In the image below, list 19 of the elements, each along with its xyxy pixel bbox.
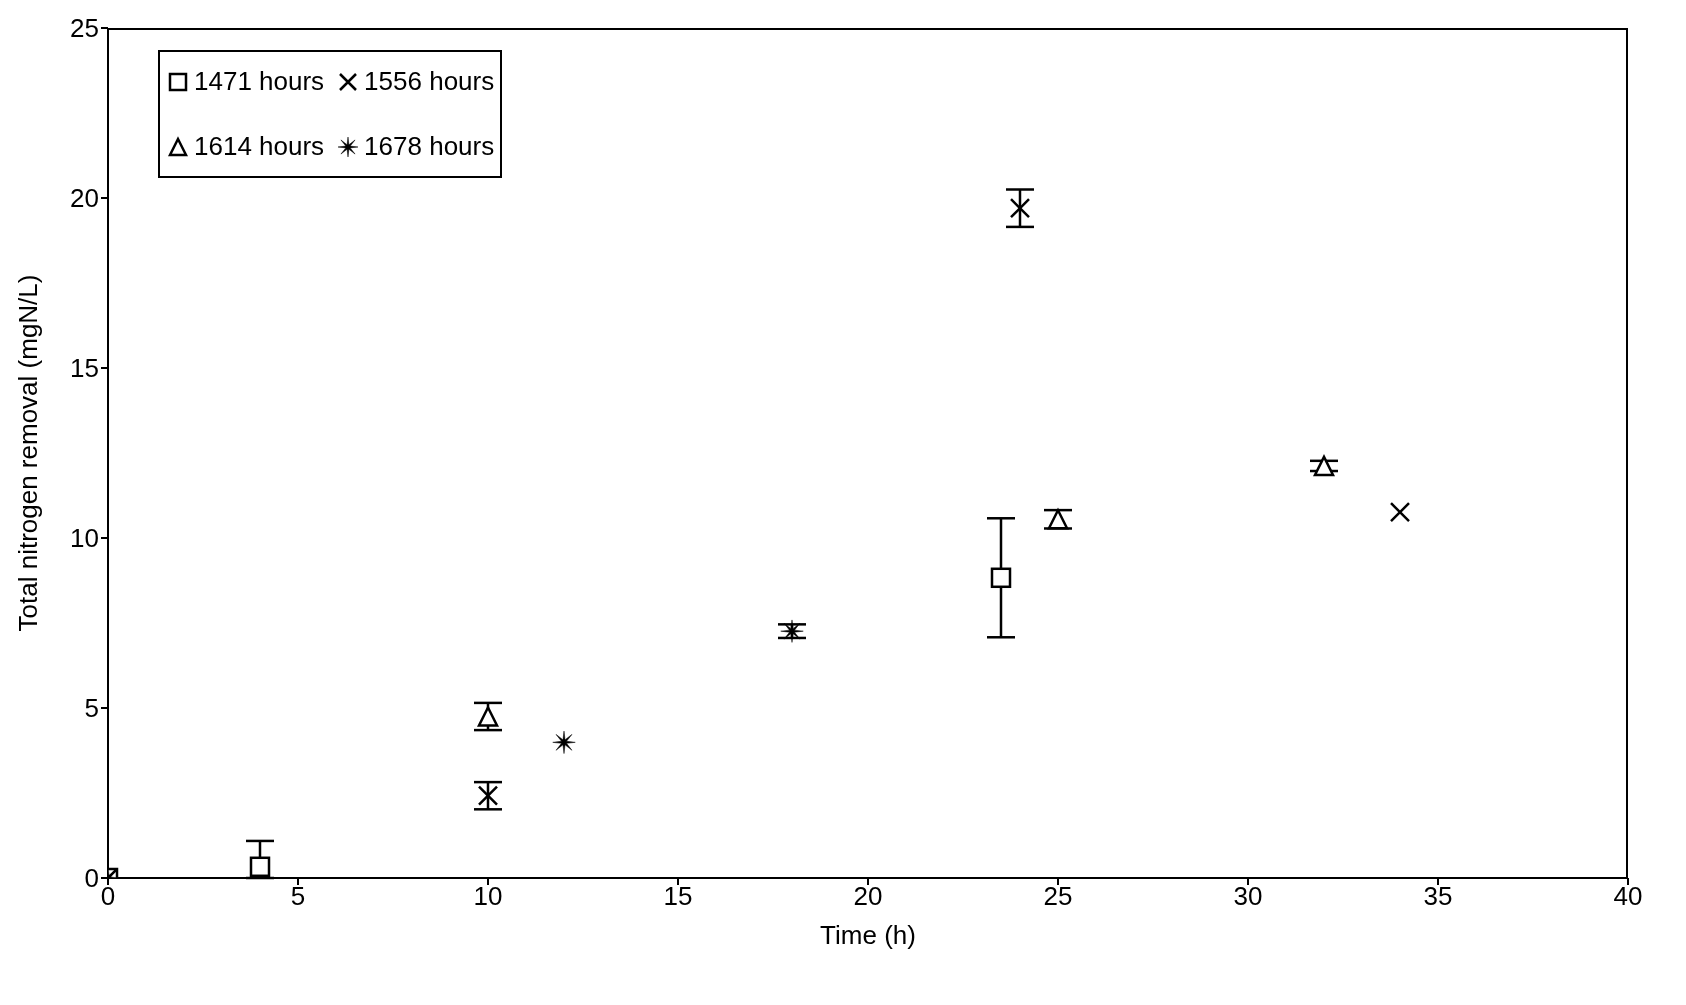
- y-tick-label: 20: [70, 183, 99, 214]
- legend-label: 1471 hours: [194, 66, 325, 97]
- y-tick-label: 15: [70, 353, 99, 384]
- x-tick-label: 25: [1043, 881, 1073, 912]
- x-tick-label: 15: [663, 881, 693, 912]
- x-tick-label: 35: [1423, 881, 1453, 912]
- x-tick-label: 30: [1233, 881, 1263, 912]
- y-tick-label: 5: [84, 693, 99, 724]
- legend-label: 1556 hours: [364, 66, 495, 97]
- legend-label: 1614 hours: [194, 131, 325, 162]
- x-tick-label: 40: [1613, 881, 1643, 912]
- y-tick-label: 10: [70, 523, 99, 554]
- x-axis-title: Time (h): [820, 920, 916, 950]
- legend-label: 1678 hours: [364, 131, 495, 162]
- y-tick-label: 25: [70, 13, 99, 44]
- x-tick-label: 10: [473, 881, 503, 912]
- y-axis-title: Total nitrogen removal (mgN/L): [13, 274, 44, 632]
- x-tick-label: 20: [853, 881, 883, 912]
- x-tick-label: 5: [290, 881, 306, 912]
